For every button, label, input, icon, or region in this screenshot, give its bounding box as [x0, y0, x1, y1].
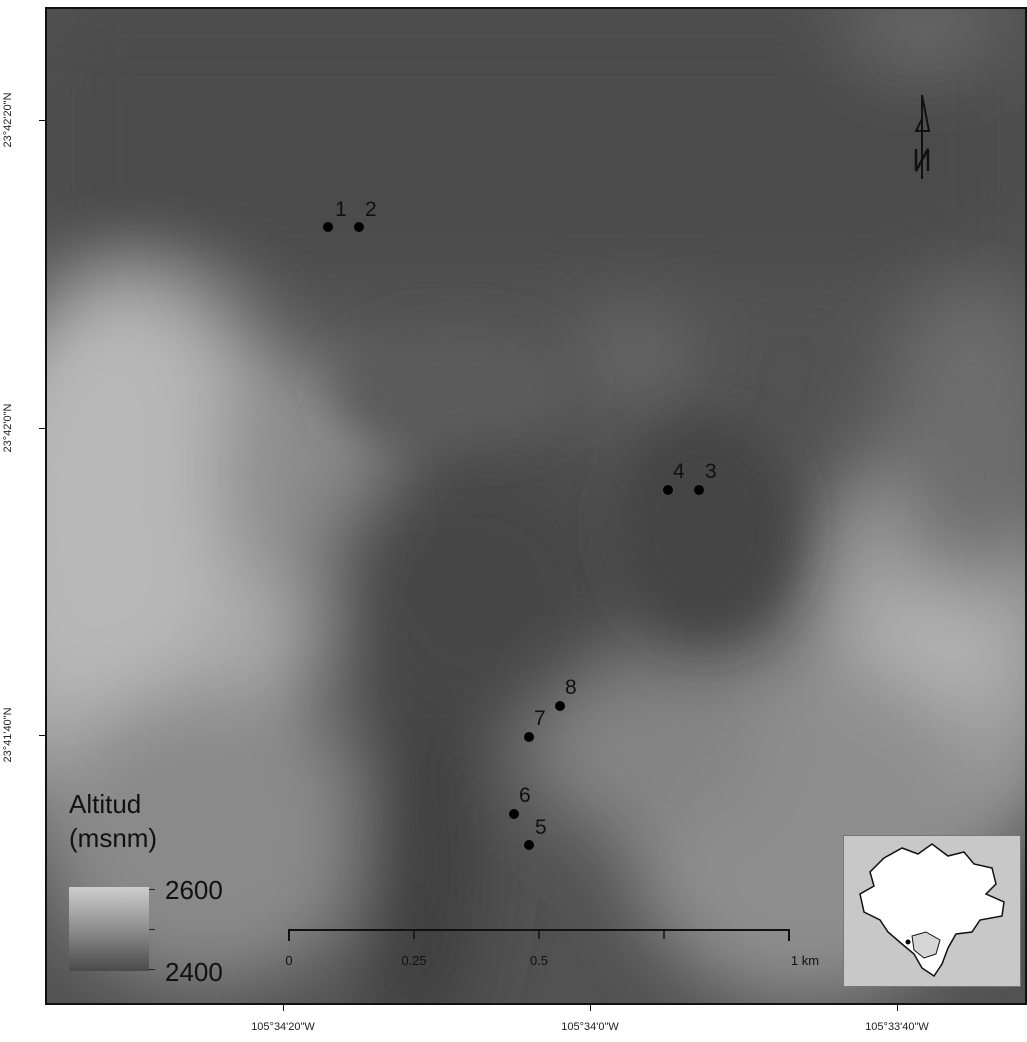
legend-color-ramp: [69, 887, 149, 971]
site-marker-4[interactable]: [663, 485, 673, 495]
site-label-4: 4: [673, 460, 685, 483]
site-label-8: 8: [565, 676, 577, 699]
site-marker-7[interactable]: [524, 732, 534, 742]
longitude-label-2: 105°34'0"W: [561, 1021, 619, 1033]
legend-title-line1: Altitud: [69, 789, 142, 819]
longitude-tick-2: [590, 1005, 591, 1011]
scale-label-1km: 1 km: [790, 953, 820, 968]
scale-bar-line: [288, 929, 790, 941]
site-label-1: 1: [335, 198, 347, 221]
scale-bar: 0 0.25 0.5 1 km: [285, 925, 819, 985]
site-marker-1[interactable]: [323, 222, 333, 232]
inset-locator-map[interactable]: [843, 835, 1021, 987]
longitude-label-1: 105°34'20"W: [251, 1021, 315, 1033]
scale-label-0: 0: [285, 953, 293, 968]
legend-title: Altitud (msnm): [69, 787, 157, 855]
elevation-raster: [47, 9, 1025, 1003]
latitude-tick-3: [39, 735, 45, 736]
site-marker-3[interactable]: [694, 485, 704, 495]
site-label-7: 7: [534, 707, 546, 730]
longitude-tick-1: [283, 1005, 284, 1011]
longitude-tick-3: [897, 1005, 898, 1011]
site-marker-2[interactable]: [354, 222, 364, 232]
site-label-2: 2: [365, 198, 377, 221]
legend-tick-max: [149, 889, 155, 890]
site-label-3: 3: [705, 460, 717, 483]
legend-tick-min: [149, 969, 155, 970]
site-label-5: 5: [535, 816, 547, 839]
site-marker-6[interactable]: [509, 809, 519, 819]
map-frame[interactable]: 1 2 4 3 8 7 6 5 Altitud (msnm) 2600 2400…: [45, 7, 1027, 1005]
latitude-tick-1: [39, 120, 45, 121]
latitude-label-1: 23°42'20"N: [2, 92, 14, 148]
site-label-6: 6: [519, 784, 531, 807]
latitude-label-3: 23°41'40"N: [2, 707, 14, 763]
scale-label-05: 0.5: [529, 953, 549, 968]
north-arrow-icon: [914, 94, 931, 179]
legend-max-value: 2600: [165, 875, 223, 905]
latitude-tick-2: [39, 428, 45, 429]
site-marker-5[interactable]: [524, 840, 534, 850]
legend-title-line2: (msnm): [69, 823, 158, 853]
site-marker-8[interactable]: [555, 701, 565, 711]
legend-min-value: 2400: [165, 957, 223, 987]
region-outline-icon: [859, 843, 1005, 978]
latitude-label-2: 23°42'0"N: [2, 403, 14, 453]
longitude-label-3: 105°33'40"W: [865, 1021, 929, 1033]
scale-label-025: 0.25: [401, 953, 427, 968]
legend-tick-mid: [149, 929, 155, 930]
